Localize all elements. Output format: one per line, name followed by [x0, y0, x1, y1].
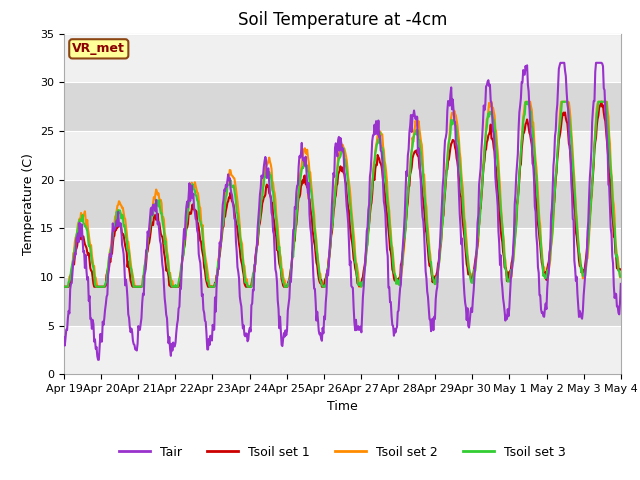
Tsoil set 1: [426, 262, 434, 267]
Tsoil set 3: [617, 274, 625, 279]
Tsoil set 1: [410, 151, 418, 156]
Tair: [128, 329, 136, 335]
Tsoil set 3: [70, 251, 78, 257]
X-axis label: Time: Time: [327, 400, 358, 413]
Tsoil set 1: [184, 221, 192, 227]
Tair: [185, 192, 193, 198]
Bar: [64, 277, 621, 326]
Tsoil set 2: [70, 249, 78, 254]
Tsoil set 1: [617, 266, 625, 272]
Tsoil set 2: [617, 274, 625, 279]
Tsoil set 1: [70, 262, 78, 267]
Tsoil set 3: [60, 284, 68, 289]
Line: Tair: Tair: [64, 63, 621, 360]
Tsoil set 2: [488, 99, 495, 105]
Bar: [64, 82, 621, 131]
Title: Soil Temperature at -4cm: Soil Temperature at -4cm: [237, 11, 447, 29]
Tsoil set 1: [127, 280, 135, 286]
Tsoil set 2: [426, 252, 434, 258]
Tair: [70, 256, 78, 262]
Y-axis label: Temperature (C): Temperature (C): [22, 153, 35, 255]
Tair: [617, 281, 625, 287]
Tsoil set 3: [127, 266, 135, 272]
Tsoil set 1: [214, 273, 221, 278]
Bar: [64, 180, 621, 228]
Tsoil set 2: [410, 128, 418, 133]
Tair: [60, 335, 68, 340]
Tsoil set 1: [60, 284, 68, 289]
Tair: [557, 60, 564, 66]
Line: Tsoil set 2: Tsoil set 2: [64, 102, 621, 287]
Legend: Tair, Tsoil set 1, Tsoil set 2, Tsoil set 3: Tair, Tsoil set 1, Tsoil set 2, Tsoil se…: [114, 441, 571, 464]
Tsoil set 1: [598, 99, 605, 105]
Tair: [411, 113, 419, 119]
Tsoil set 3: [214, 269, 221, 275]
Tsoil set 3: [426, 259, 434, 265]
Tsoil set 3: [524, 99, 531, 105]
Tsoil set 2: [214, 268, 221, 274]
Tsoil set 2: [127, 265, 135, 271]
Tsoil set 2: [184, 208, 192, 214]
Tsoil set 2: [60, 284, 68, 289]
Tsoil set 3: [184, 210, 192, 216]
Tair: [214, 266, 222, 272]
Text: VR_met: VR_met: [72, 42, 125, 55]
Tair: [94, 357, 102, 363]
Line: Tsoil set 3: Tsoil set 3: [64, 102, 621, 287]
Tsoil set 3: [410, 133, 418, 139]
Line: Tsoil set 1: Tsoil set 1: [64, 102, 621, 287]
Tair: [428, 328, 435, 334]
